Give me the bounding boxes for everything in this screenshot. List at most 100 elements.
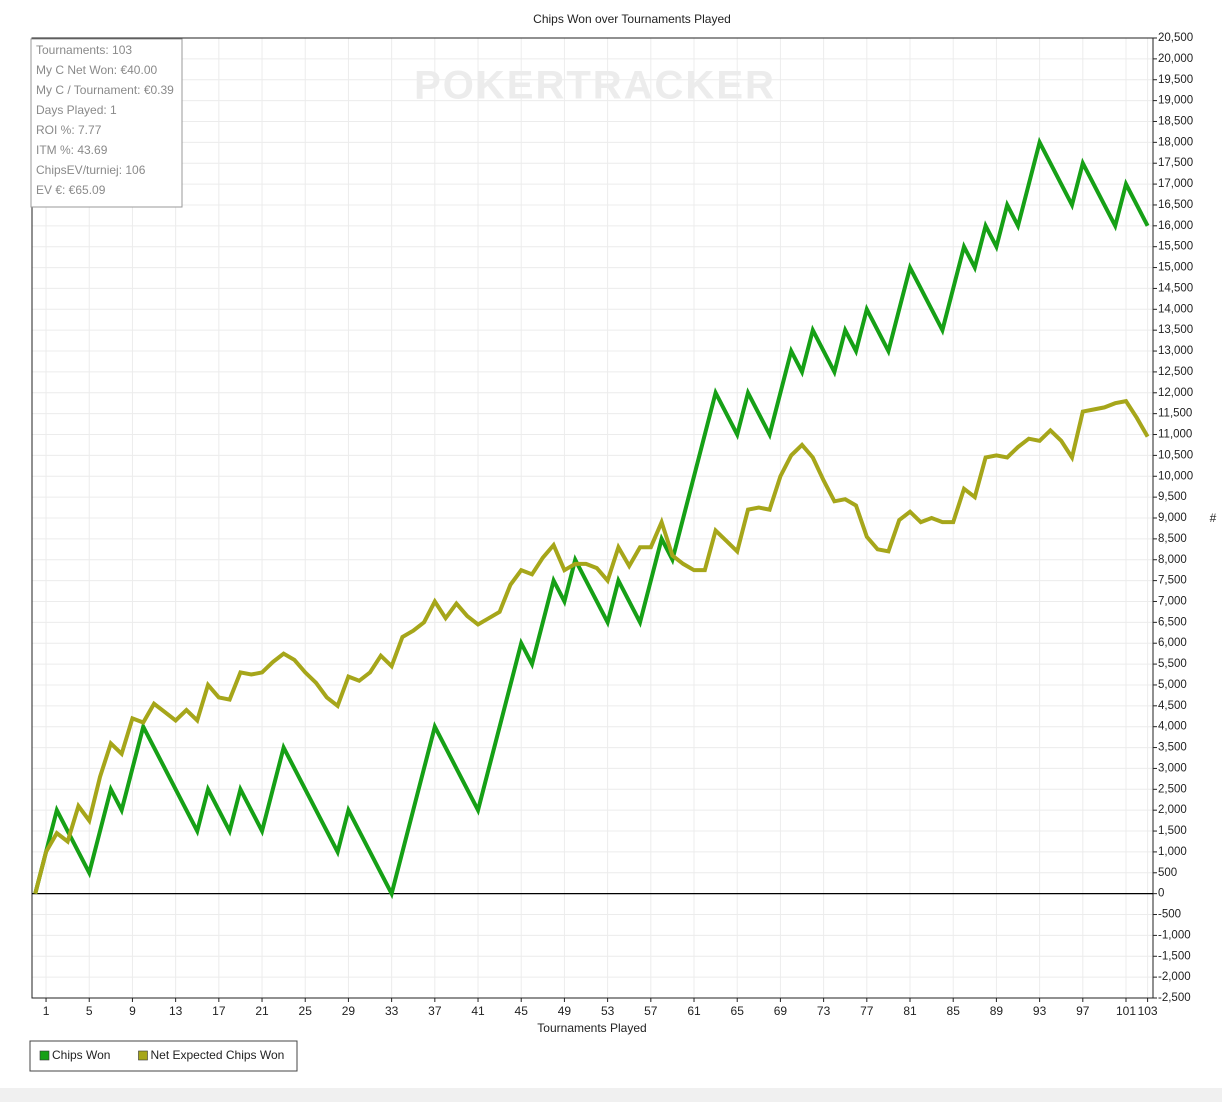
y-tick-label: 15,000 xyxy=(1158,262,1193,274)
y-tick-label: 13,500 xyxy=(1158,324,1193,336)
y-tick-label: 17,000 xyxy=(1158,178,1193,190)
y-tick-label: 18,000 xyxy=(1158,136,1193,148)
x-tick-label: 29 xyxy=(342,1004,356,1018)
stat-line: ROI %: 7.77 xyxy=(36,123,102,137)
y-tick-label: -2,500 xyxy=(1158,992,1191,1004)
y-tick-label: 1,500 xyxy=(1158,825,1187,837)
x-tick-label: 73 xyxy=(817,1004,831,1018)
y-tick-label: 7,500 xyxy=(1158,575,1187,587)
x-tick-label: 1 xyxy=(43,1004,50,1018)
legend-label: Chips Won xyxy=(52,1048,110,1062)
x-tick-label: 25 xyxy=(299,1004,313,1018)
y-tick-label: 2,500 xyxy=(1158,783,1187,795)
x-tick-label: 37 xyxy=(428,1004,442,1018)
y-tick-label: 15,500 xyxy=(1158,241,1193,253)
y-tick-label: 6,500 xyxy=(1158,616,1187,628)
y-tick-label: 5,500 xyxy=(1158,658,1187,670)
legend-swatch xyxy=(39,1050,50,1061)
y-tick-label: 3,000 xyxy=(1158,762,1187,774)
y-axis-label: # xyxy=(1210,511,1217,525)
y-tick-label: 16,000 xyxy=(1158,220,1193,232)
x-tick-label: 13 xyxy=(169,1004,183,1018)
y-tick-label: 17,500 xyxy=(1158,157,1193,169)
x-tick-label: 89 xyxy=(990,1004,1004,1018)
y-tick-label: 19,000 xyxy=(1158,95,1193,107)
status-bar xyxy=(0,1088,1222,1102)
y-tick-label: -500 xyxy=(1158,909,1181,921)
y-tick-label: 13,000 xyxy=(1158,345,1193,357)
x-axis-label: Tournaments Played xyxy=(537,1021,646,1035)
x-tick-label: 103 xyxy=(1138,1004,1158,1018)
x-tick-label: 93 xyxy=(1033,1004,1047,1018)
series-line xyxy=(33,136,1150,900)
stats-frame xyxy=(30,38,183,208)
y-tick-label: 10,500 xyxy=(1158,449,1193,461)
stat-line: My C / Tournament: €0.39 xyxy=(36,83,174,97)
stat-line: ChipsEV/turniej: 106 xyxy=(36,163,146,177)
y-tick-label: 1,000 xyxy=(1158,846,1187,858)
y-tick-label: 12,000 xyxy=(1158,387,1193,399)
y-tick-label: 20,500 xyxy=(1158,32,1193,44)
stat-line: Days Played: 1 xyxy=(36,103,117,117)
x-tick-label: 77 xyxy=(860,1004,874,1018)
legend-frame xyxy=(29,1040,298,1072)
y-tick-label: 9,500 xyxy=(1158,491,1187,503)
y-tick-label: 5,000 xyxy=(1158,679,1187,691)
y-tick-label: 20,000 xyxy=(1158,53,1193,65)
x-tick-label: 85 xyxy=(947,1004,961,1018)
grid xyxy=(32,37,1153,999)
x-tick-label: 97 xyxy=(1076,1004,1090,1018)
y-tick-label: 8,000 xyxy=(1158,554,1187,566)
x-tick-label: 5 xyxy=(86,1004,93,1018)
y-tick-label: -1,500 xyxy=(1158,950,1191,962)
y-tick-label: 18,500 xyxy=(1158,116,1193,128)
x-tick-label: 49 xyxy=(558,1004,572,1018)
stats-box: Tournaments: 103 My C Net Won: €40.00 My C… xyxy=(30,38,183,208)
y-tick-label: 7,000 xyxy=(1158,596,1187,608)
y-tick-label: 14,500 xyxy=(1158,282,1193,294)
legend-label: Net Expected Chips Won xyxy=(150,1048,284,1062)
x-tick-label: 53 xyxy=(601,1004,615,1018)
stat-line: Tournaments: 103 xyxy=(36,43,132,57)
x-tick-label: 65 xyxy=(731,1004,745,1018)
y-tick-label: -1,000 xyxy=(1158,929,1191,941)
y-tick-label: 19,500 xyxy=(1158,74,1193,86)
y-tick-label: 4,000 xyxy=(1158,721,1187,733)
x-tick-label: 57 xyxy=(644,1004,658,1018)
x-tick-label: 33 xyxy=(385,1004,399,1018)
x-tick-label: 69 xyxy=(774,1004,788,1018)
y-tick-label: 6,000 xyxy=(1158,637,1187,649)
x-tick-label: 61 xyxy=(687,1004,701,1018)
x-tick-label: 41 xyxy=(471,1004,485,1018)
y-tick-label: 3,500 xyxy=(1158,742,1187,754)
y-tick-label: -2,000 xyxy=(1158,971,1191,983)
y-tick-label: 2,000 xyxy=(1158,804,1187,816)
y-tick-label: 10,000 xyxy=(1158,470,1193,482)
legend: Chips Won Net Expected Chips Won xyxy=(29,1040,298,1072)
y-tick-label: 4,500 xyxy=(1158,700,1187,712)
y-tick-label: 11,000 xyxy=(1158,429,1192,441)
y-tick-label: 500 xyxy=(1158,867,1177,879)
stat-line: ITM %: 43.69 xyxy=(36,143,108,157)
y-tick-label: 11,500 xyxy=(1158,408,1192,420)
x-tick-label: 45 xyxy=(515,1004,529,1018)
y-tick-label: 0 xyxy=(1158,888,1164,900)
y-tick-label: 14,000 xyxy=(1158,303,1193,315)
y-tick-label: 8,500 xyxy=(1158,533,1187,545)
y-tick-label: 12,500 xyxy=(1158,366,1193,378)
chart-title: Chips Won over Tournaments Played xyxy=(533,12,731,26)
x-tick-label: 9 xyxy=(129,1004,136,1018)
stat-line: My C Net Won: €40.00 xyxy=(36,63,157,77)
x-tick-label: 101 xyxy=(1116,1004,1136,1018)
y-tick-label: 16,500 xyxy=(1158,199,1193,211)
legend-swatch xyxy=(138,1050,148,1061)
stat-line: EV €: €65.09 xyxy=(36,183,106,197)
x-tick-label: 21 xyxy=(255,1004,269,1018)
y-tick-label: 9,000 xyxy=(1158,512,1187,524)
x-tick-label: 17 xyxy=(212,1004,226,1018)
series-line xyxy=(33,398,1150,895)
watermark: POKERTRACKER xyxy=(414,64,776,108)
x-tick-label: 81 xyxy=(903,1004,917,1018)
